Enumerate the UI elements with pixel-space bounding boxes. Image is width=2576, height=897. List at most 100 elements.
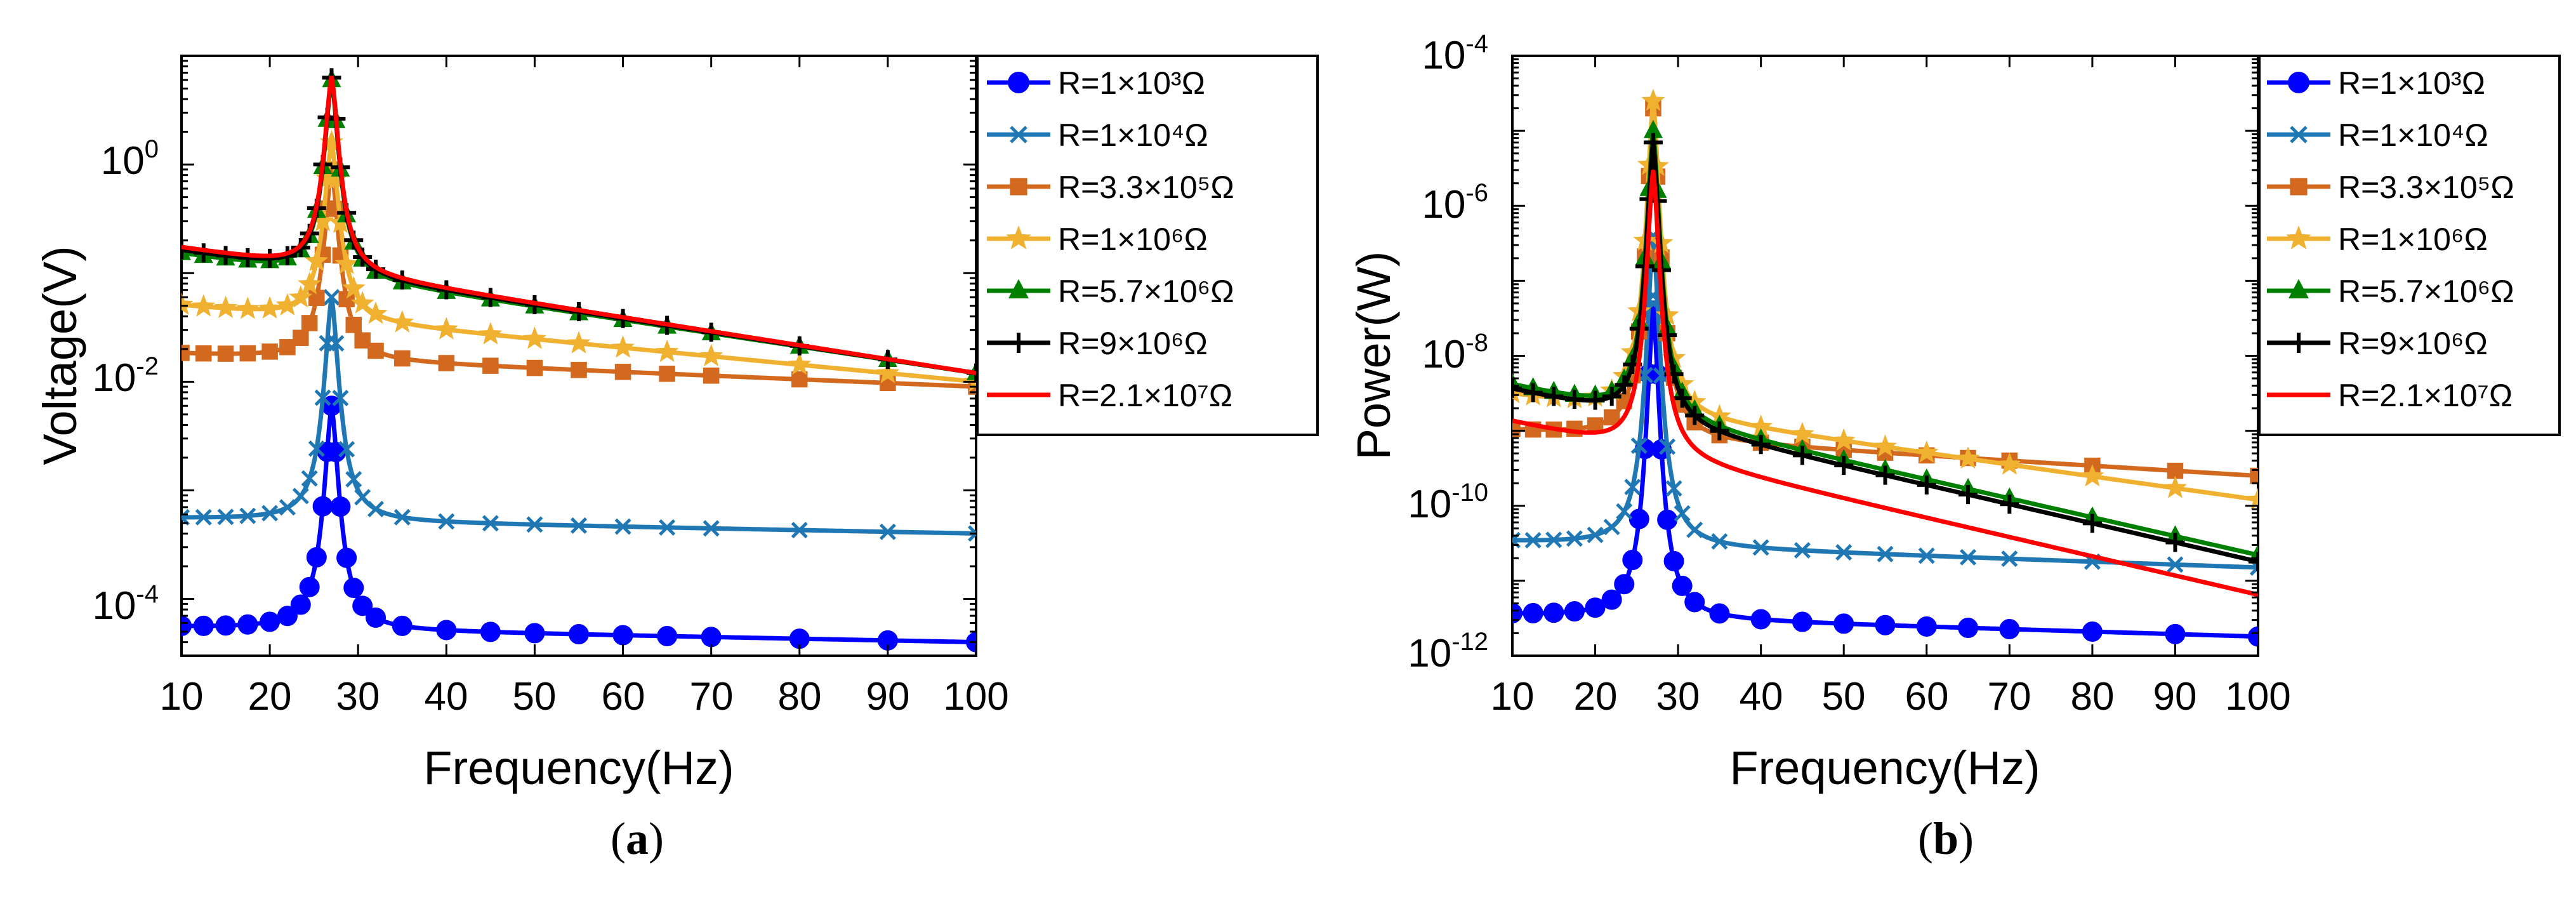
legend-entry: R=1×10³Ω <box>987 65 1205 101</box>
ytick-label: 10-8 <box>1422 329 1488 376</box>
data-point-marker <box>2290 126 2308 143</box>
data-point-marker <box>1792 611 1813 632</box>
data-point-marker <box>367 500 385 517</box>
data-point-marker <box>258 296 282 319</box>
data-point-marker <box>788 352 812 375</box>
data-point-marker <box>2290 178 2308 196</box>
data-point-marker <box>1603 519 1620 536</box>
data-point-marker <box>235 296 260 319</box>
xtick-label: 20 <box>1574 675 1618 719</box>
data-point-marker <box>319 130 343 152</box>
data-point-marker <box>330 496 351 517</box>
data-point-marker <box>1999 619 2020 640</box>
data-point-marker <box>1710 421 1729 441</box>
xtick-label: 100 <box>943 675 1008 719</box>
data-point-marker <box>1523 383 1543 402</box>
data-point-marker <box>1010 178 1027 196</box>
data-point-marker <box>1641 88 1665 111</box>
xtick-label: 80 <box>2071 675 2115 719</box>
data-point-marker <box>438 355 455 371</box>
data-point-marker <box>367 342 384 359</box>
data-point-marker <box>312 496 333 517</box>
legend-label: R=3.3×10⁵Ω <box>1058 169 1234 205</box>
data-point-marker <box>1665 480 1682 497</box>
data-point-marker <box>299 576 320 597</box>
xtick-label: 30 <box>336 675 380 719</box>
data-point-marker <box>1564 601 1585 622</box>
data-point-marker <box>1522 602 1543 623</box>
data-point-marker <box>289 285 313 308</box>
data-point-marker <box>1008 72 1029 93</box>
data-point-marker <box>275 293 300 316</box>
data-point-marker <box>366 607 386 628</box>
data-point-marker <box>1512 381 1524 404</box>
data-point-marker <box>352 595 373 616</box>
data-point-marker <box>1686 521 1703 538</box>
panel-a-legend-entries: R=1×10³Ω R=1×10⁴Ω R=3.3×10⁵Ω R=1×10⁶Ω R=5.7×… <box>987 65 1234 413</box>
data-point-marker <box>1916 616 1937 637</box>
data-point-marker <box>611 335 635 358</box>
data-point-marker <box>2165 533 2185 552</box>
data-point-marker <box>479 322 503 345</box>
xtick-label: 60 <box>1905 675 1949 719</box>
xtick-label: 60 <box>602 675 645 719</box>
data-point-marker <box>2167 556 2184 573</box>
data-point-marker <box>1629 319 1649 338</box>
data-point-marker <box>657 626 678 647</box>
xtick-label: 80 <box>778 675 822 719</box>
xtick-label: 10 <box>160 675 204 719</box>
data-point-marker <box>1877 545 1894 562</box>
data-point-marker <box>290 594 311 615</box>
data-point-marker <box>1956 446 1980 469</box>
xtick-label: 90 <box>2153 675 2197 719</box>
data-point-marker <box>277 606 298 627</box>
data-point-marker <box>182 615 192 636</box>
xtick-label: 70 <box>690 675 734 719</box>
data-point-marker <box>217 345 234 362</box>
legend-entry: R=1×10⁶Ω <box>987 222 1208 257</box>
data-point-marker <box>1672 389 1692 408</box>
data-point-marker <box>1749 415 1773 437</box>
xtick-label: 100 <box>2225 675 2290 719</box>
data-point-marker <box>292 488 309 505</box>
data-point-marker <box>1008 333 1029 353</box>
data-point-marker <box>1750 609 1771 630</box>
data-point-marker <box>1566 530 1583 547</box>
data-point-marker <box>1628 508 1649 529</box>
ytick-label: 10-4 <box>1422 30 1488 77</box>
data-point-marker <box>1997 452 2021 475</box>
data-point-marker <box>2080 463 2104 487</box>
data-point-marker <box>1709 603 1730 624</box>
panel-b: 10 20 30 40 50 60 70 80 90 100 10-12 10-… <box>1347 30 2561 864</box>
data-point-marker <box>1524 531 1542 548</box>
xtick-label: 20 <box>248 675 292 719</box>
data-point-marker <box>1832 428 1856 451</box>
panel-a-series <box>182 68 976 653</box>
legend-entry: R=2.1×10⁷Ω <box>987 378 1232 413</box>
data-point-marker <box>1685 406 1705 425</box>
data-point-marker <box>345 470 362 488</box>
data-point-marker <box>614 364 631 380</box>
legend-entry: R=3.3×10⁵Ω <box>2267 169 2514 205</box>
data-point-marker <box>2248 626 2258 647</box>
xtick-label: 90 <box>866 675 910 719</box>
data-point-marker <box>239 507 256 524</box>
data-point-marker <box>2289 333 2309 353</box>
series-line <box>182 76 976 376</box>
data-point-marker <box>659 519 676 536</box>
data-point-marker <box>350 291 374 314</box>
panel-a-xlabel: Frequency(Hz) <box>423 741 734 794</box>
data-point-marker <box>1663 550 1684 571</box>
data-point-marker <box>2082 621 2103 642</box>
data-point-marker <box>306 547 327 568</box>
series-7 <box>1512 169 2258 597</box>
data-point-marker <box>1875 615 1896 635</box>
panel-a: 10 20 30 40 50 60 70 80 90 100 10-4 10-2… <box>34 55 1319 864</box>
data-point-marker <box>522 326 546 349</box>
data-point-marker <box>308 440 325 457</box>
data-point-marker <box>1564 390 1584 409</box>
ytick-label: 10-12 <box>1408 628 1488 675</box>
legend-entry: R=1×10⁶Ω <box>2267 222 2488 257</box>
ytick-label: 100 <box>101 135 159 183</box>
